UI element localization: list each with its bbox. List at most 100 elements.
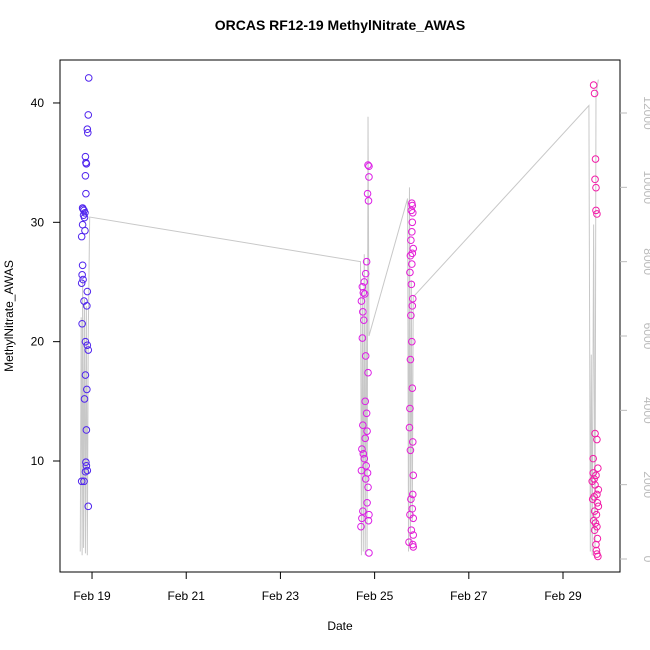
- point: [362, 461, 370, 470]
- point: [78, 271, 86, 279]
- point: [406, 251, 415, 260]
- y2-tick-label: 0: [641, 556, 650, 563]
- point: [359, 316, 368, 324]
- point: [361, 352, 370, 360]
- point: [81, 226, 89, 235]
- y-tick-label: 20: [31, 335, 45, 349]
- point: [408, 218, 417, 227]
- point: [364, 368, 372, 377]
- point: [362, 409, 371, 418]
- point: [77, 477, 86, 486]
- point: [84, 74, 93, 82]
- point: [409, 244, 418, 253]
- point: [593, 498, 602, 507]
- point: [406, 404, 414, 413]
- point: [408, 260, 416, 268]
- point: [408, 294, 417, 303]
- point: [360, 290, 369, 298]
- point: [594, 552, 602, 561]
- point: [83, 385, 91, 394]
- y2-tick-label: 12000: [641, 96, 650, 130]
- point: [408, 438, 417, 446]
- point: [362, 257, 371, 266]
- point: [80, 395, 89, 403]
- point: [359, 421, 367, 430]
- point: [406, 446, 415, 455]
- point: [593, 435, 601, 444]
- point: [590, 507, 599, 515]
- point: [358, 334, 367, 342]
- point: [83, 302, 91, 310]
- point: [359, 308, 367, 316]
- point: [360, 278, 369, 286]
- point: [365, 173, 373, 181]
- point: [79, 205, 87, 213]
- point: [590, 526, 599, 535]
- point: [407, 236, 415, 245]
- point: [589, 454, 597, 463]
- point: [593, 210, 601, 218]
- x-tick-label: Feb 25: [356, 589, 394, 603]
- point: [592, 540, 600, 549]
- plot-frame: [59, 59, 621, 573]
- point: [358, 282, 367, 291]
- point: [592, 183, 600, 192]
- point: [408, 249, 417, 258]
- point: [82, 189, 90, 198]
- point: [594, 464, 602, 472]
- point: [407, 280, 416, 289]
- point: [405, 538, 413, 546]
- point: [359, 450, 368, 458]
- y-axis-title: MethylNitrate_AWAS: [2, 260, 16, 372]
- point: [409, 531, 418, 539]
- point: [81, 467, 90, 476]
- y2-tick-label: 8000: [641, 248, 650, 275]
- y-tick-label: 10: [31, 454, 45, 468]
- point: [357, 522, 365, 531]
- point: [79, 275, 87, 284]
- point: [408, 302, 417, 310]
- point: [591, 519, 600, 527]
- point: [408, 384, 417, 393]
- point: [357, 297, 366, 305]
- point: [364, 161, 372, 169]
- point: [594, 485, 603, 494]
- point: [81, 371, 90, 379]
- point: [590, 475, 598, 483]
- y2-tick-label: 10000: [641, 171, 650, 205]
- point: [361, 269, 370, 278]
- point: [83, 287, 92, 296]
- point: [82, 160, 91, 168]
- point: [358, 514, 366, 523]
- point: [363, 189, 372, 198]
- point: [82, 458, 90, 467]
- point: [364, 483, 372, 492]
- point: [363, 498, 371, 507]
- point: [364, 197, 373, 205]
- point: [364, 516, 373, 525]
- point: [77, 279, 86, 287]
- y2-tick-label: 4000: [641, 397, 650, 424]
- y2-tick-label: 2000: [641, 471, 650, 498]
- point: [77, 232, 86, 241]
- point: [361, 434, 369, 443]
- point: [83, 125, 92, 134]
- point: [591, 175, 599, 184]
- point: [84, 346, 93, 354]
- point: [408, 208, 417, 217]
- point: [406, 355, 415, 364]
- chart-title: ORCAS RF12-19 MethylNitrate_AWAS: [215, 17, 466, 33]
- point: [78, 261, 87, 270]
- point: [591, 155, 600, 163]
- point: [83, 466, 92, 475]
- point: [365, 549, 373, 557]
- point: [407, 311, 415, 320]
- point: [80, 213, 89, 222]
- x-tick-label: Feb 21: [168, 589, 206, 603]
- point: [81, 337, 90, 346]
- point: [78, 319, 86, 328]
- point: [594, 502, 603, 511]
- point: [82, 426, 91, 434]
